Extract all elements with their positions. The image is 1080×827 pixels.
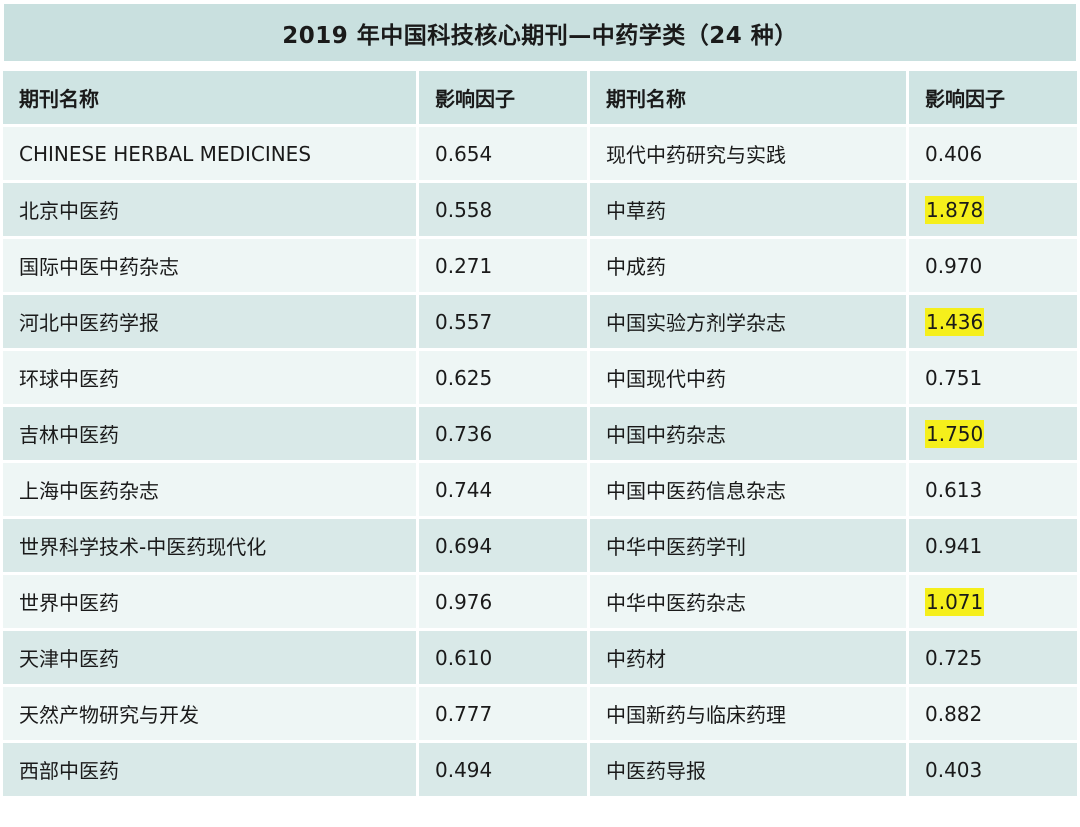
impact-factor-right-cell: 1.436 xyxy=(909,295,1077,348)
journal-table-container: 2019 年中国科技核心期刊—中药学类（24 种） 期刊名称 影响因子 期刊名称… xyxy=(3,3,1077,799)
header-journal-name-right: 期刊名称 xyxy=(590,71,906,124)
impact-factor-right-cell: 0.725 xyxy=(909,631,1077,684)
impact-factor-right-cell: 0.882 xyxy=(909,687,1077,740)
table-row: CHINESE HERBAL MEDICINES 0.654 现代中药研究与实践 0.… xyxy=(3,127,1077,180)
journal-name-left: 环球中医药 xyxy=(3,351,416,404)
journal-name-left: 吉林中医药 xyxy=(3,407,416,460)
journal-name-left: 国际中医中药杂志 xyxy=(3,239,416,292)
impact-factor-right-cell: 0.970 xyxy=(909,239,1077,292)
journal-name-right: 中华中医药杂志 xyxy=(590,575,906,628)
impact-factor-right-cell: 0.613 xyxy=(909,463,1077,516)
impact-factor-right-cell: 1.071 xyxy=(909,575,1077,628)
impact-factor-right: 0.941 xyxy=(925,533,983,558)
journal-name-left: 西部中医药 xyxy=(3,743,416,796)
table-row: 上海中医药杂志 0.744 中国中医药信息杂志 0.613 xyxy=(3,463,1077,516)
impact-factor-left: 0.557 xyxy=(419,295,587,348)
journal-name-left: 上海中医药杂志 xyxy=(3,463,416,516)
journal-name-right: 中医药导报 xyxy=(590,743,906,796)
impact-factor-right: 0.882 xyxy=(925,701,983,726)
journal-name-left: CHINESE HERBAL MEDICINES xyxy=(3,127,416,180)
table-title: 2019 年中国科技核心期刊—中药学类（24 种） xyxy=(3,3,1077,62)
impact-factor-right-highlighted: 1.878 xyxy=(925,195,985,224)
table-row: 世界科学技术-中医药现代化 0.694 中华中医药学刊 0.941 xyxy=(3,519,1077,572)
journal-name-left: 天津中医药 xyxy=(3,631,416,684)
journal-name-right: 中成药 xyxy=(590,239,906,292)
impact-factor-right: 0.725 xyxy=(925,645,983,670)
impact-factor-left: 0.494 xyxy=(419,743,587,796)
table-row: 河北中医药学报 0.557 中国实验方剂学杂志 1.436 xyxy=(3,295,1077,348)
journal-impact-table: 期刊名称 影响因子 期刊名称 影响因子 CHINESE HERBAL MEDIC… xyxy=(0,68,1080,799)
journal-name-left: 世界科学技术-中医药现代化 xyxy=(3,519,416,572)
impact-factor-left: 0.271 xyxy=(419,239,587,292)
impact-factor-right-cell: 0.406 xyxy=(909,127,1077,180)
journal-name-right: 中国现代中药 xyxy=(590,351,906,404)
table-row: 环球中医药 0.625 中国现代中药 0.751 xyxy=(3,351,1077,404)
impact-factor-left: 0.744 xyxy=(419,463,587,516)
journal-name-left: 世界中医药 xyxy=(3,575,416,628)
journal-name-right: 现代中药研究与实践 xyxy=(590,127,906,180)
impact-factor-left: 0.654 xyxy=(419,127,587,180)
impact-factor-right-cell: 1.878 xyxy=(909,183,1077,236)
impact-factor-right-cell: 0.403 xyxy=(909,743,1077,796)
table-row: 天然产物研究与开发 0.777 中国新药与临床药理 0.882 xyxy=(3,687,1077,740)
table-body: CHINESE HERBAL MEDICINES 0.654 现代中药研究与实践 0.… xyxy=(3,127,1077,796)
impact-factor-left: 0.625 xyxy=(419,351,587,404)
impact-factor-left: 0.976 xyxy=(419,575,587,628)
journal-name-right: 中国实验方剂学杂志 xyxy=(590,295,906,348)
table-row: 天津中医药 0.610 中药材 0.725 xyxy=(3,631,1077,684)
journal-name-right: 中国中医药信息杂志 xyxy=(590,463,906,516)
journal-name-left: 天然产物研究与开发 xyxy=(3,687,416,740)
table-row: 西部中医药 0.494 中医药导报 0.403 xyxy=(3,743,1077,796)
table-row: 吉林中医药 0.736 中国中药杂志 1.750 xyxy=(3,407,1077,460)
journal-name-right: 中国新药与临床药理 xyxy=(590,687,906,740)
journal-name-left: 河北中医药学报 xyxy=(3,295,416,348)
header-journal-name-left: 期刊名称 xyxy=(3,71,416,124)
impact-factor-left: 0.736 xyxy=(419,407,587,460)
impact-factor-left: 0.777 xyxy=(419,687,587,740)
journal-name-left: 北京中医药 xyxy=(3,183,416,236)
journal-name-right: 中草药 xyxy=(590,183,906,236)
impact-factor-right-highlighted: 1.071 xyxy=(925,587,985,616)
impact-factor-right-highlighted: 1.436 xyxy=(925,307,985,336)
table-row: 国际中医中药杂志 0.271 中成药 0.970 xyxy=(3,239,1077,292)
header-impact-factor-right: 影响因子 xyxy=(909,71,1077,124)
impact-factor-right: 0.613 xyxy=(925,477,983,502)
impact-factor-right-highlighted: 1.750 xyxy=(925,419,985,448)
header-impact-factor-left: 影响因子 xyxy=(419,71,587,124)
impact-factor-left: 0.610 xyxy=(419,631,587,684)
impact-factor-right: 0.751 xyxy=(925,365,983,390)
impact-factor-right-cell: 0.751 xyxy=(909,351,1077,404)
journal-name-right: 中华中医药学刊 xyxy=(590,519,906,572)
impact-factor-right-cell: 0.941 xyxy=(909,519,1077,572)
table-row: 世界中医药 0.976 中华中医药杂志 1.071 xyxy=(3,575,1077,628)
table-row: 北京中医药 0.558 中草药 1.878 xyxy=(3,183,1077,236)
impact-factor-right: 0.403 xyxy=(925,757,983,782)
header-row: 期刊名称 影响因子 期刊名称 影响因子 xyxy=(3,71,1077,124)
impact-factor-right-cell: 1.750 xyxy=(909,407,1077,460)
impact-factor-right: 0.406 xyxy=(925,141,983,166)
impact-factor-left: 0.558 xyxy=(419,183,587,236)
impact-factor-left: 0.694 xyxy=(419,519,587,572)
impact-factor-right: 0.970 xyxy=(925,253,983,278)
journal-name-right: 中国中药杂志 xyxy=(590,407,906,460)
journal-name-right: 中药材 xyxy=(590,631,906,684)
